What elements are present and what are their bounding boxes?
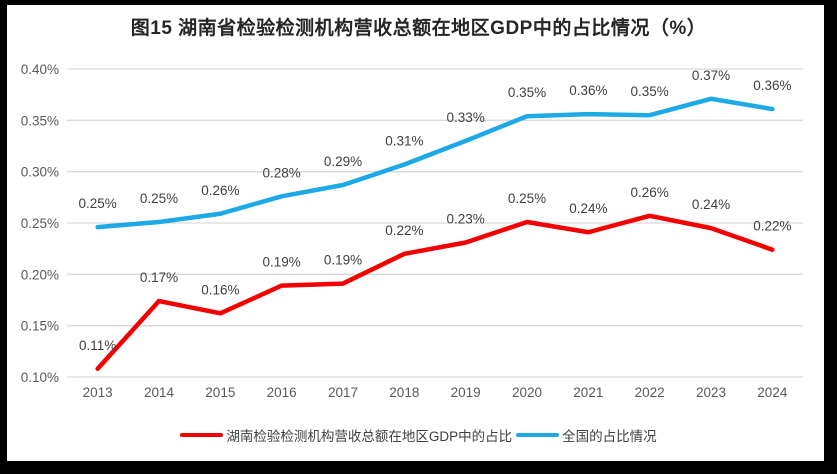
series-line-hunan xyxy=(95,213,775,372)
series-line-national xyxy=(95,96,775,230)
legend-swatch-national-line xyxy=(516,433,560,437)
x-tick-label: 2016 xyxy=(267,385,297,400)
data-label-hunan: 0.22% xyxy=(385,223,423,238)
frame-border-top xyxy=(0,0,837,5)
y-tick-label: 0.10% xyxy=(21,370,59,385)
x-tick-label: 2015 xyxy=(205,385,235,400)
data-label-national: 0.28% xyxy=(263,165,301,180)
data-label-hunan: 0.11% xyxy=(79,338,116,353)
x-tick-label: 2014 xyxy=(144,385,175,400)
data-label-hunan: 0.25% xyxy=(508,191,546,206)
data-label-national: 0.29% xyxy=(324,154,362,169)
data-label-national: 0.36% xyxy=(569,83,607,98)
y-tick-label: 0.35% xyxy=(21,113,59,128)
legend-item-hunan: 湖南检验检测机构营收总额在地区GDP中的占比 xyxy=(180,425,512,445)
legend-label-hunan: 湖南检验检测机构营收总额在地区GDP中的占比 xyxy=(226,429,513,444)
data-label-national: 0.26% xyxy=(201,183,239,198)
x-tick-label: 2023 xyxy=(696,385,726,400)
x-tick-label: 2020 xyxy=(512,385,542,400)
y-tick-label: 0.30% xyxy=(21,165,59,180)
data-label-hunan: 0.26% xyxy=(631,185,669,200)
data-label-hunan: 0.23% xyxy=(447,212,485,227)
data-label-hunan: 0.19% xyxy=(263,255,301,270)
data-label-national: 0.35% xyxy=(631,84,669,99)
x-tick-label: 2024 xyxy=(757,385,788,400)
data-label-hunan: 0.17% xyxy=(140,270,178,285)
chart-title: 图15 湖南省检验检测机构营收总额在地区GDP中的占比情况（%） xyxy=(130,18,707,39)
data-label-hunan: 0.24% xyxy=(692,197,730,212)
frame-border-left xyxy=(0,0,7,474)
x-tick-label: 2013 xyxy=(83,385,113,400)
data-label-national: 0.31% xyxy=(385,133,423,148)
x-tick-label: 2022 xyxy=(635,385,665,400)
data-label-national: 0.35% xyxy=(508,85,546,100)
y-tick-label: 0.15% xyxy=(21,319,59,334)
data-label-national: 0.25% xyxy=(79,196,117,211)
y-tick-label: 0.40% xyxy=(21,62,59,77)
chart-legend: 湖南检验检测机构营收总额在地区GDP中的占比 全国的占比情况 xyxy=(0,425,837,445)
legend-swatch-hunan-line xyxy=(180,433,224,437)
legend-item-national: 全国的占比情况 xyxy=(516,425,657,445)
x-tick-label: 2021 xyxy=(573,385,603,400)
frame-border-bottom xyxy=(0,461,837,474)
data-label-hunan: 0.24% xyxy=(569,201,607,216)
y-tick-label: 0.20% xyxy=(21,267,59,282)
data-label-national: 0.33% xyxy=(447,110,485,125)
frame-border-right xyxy=(824,0,837,474)
data-label-hunan: 0.22% xyxy=(753,219,791,234)
data-label-hunan: 0.19% xyxy=(324,253,362,268)
x-tick-label: 2017 xyxy=(328,385,358,400)
legend-label-national: 全国的占比情况 xyxy=(562,429,657,444)
data-label-national: 0.25% xyxy=(140,191,178,206)
x-tick-label: 2019 xyxy=(451,385,481,400)
x-tick-label: 2018 xyxy=(389,385,419,400)
y-tick-label: 0.25% xyxy=(21,216,59,231)
data-label-hunan: 0.16% xyxy=(201,282,239,297)
data-label-national: 0.36% xyxy=(753,78,791,93)
data-label-national: 0.37% xyxy=(692,68,730,83)
